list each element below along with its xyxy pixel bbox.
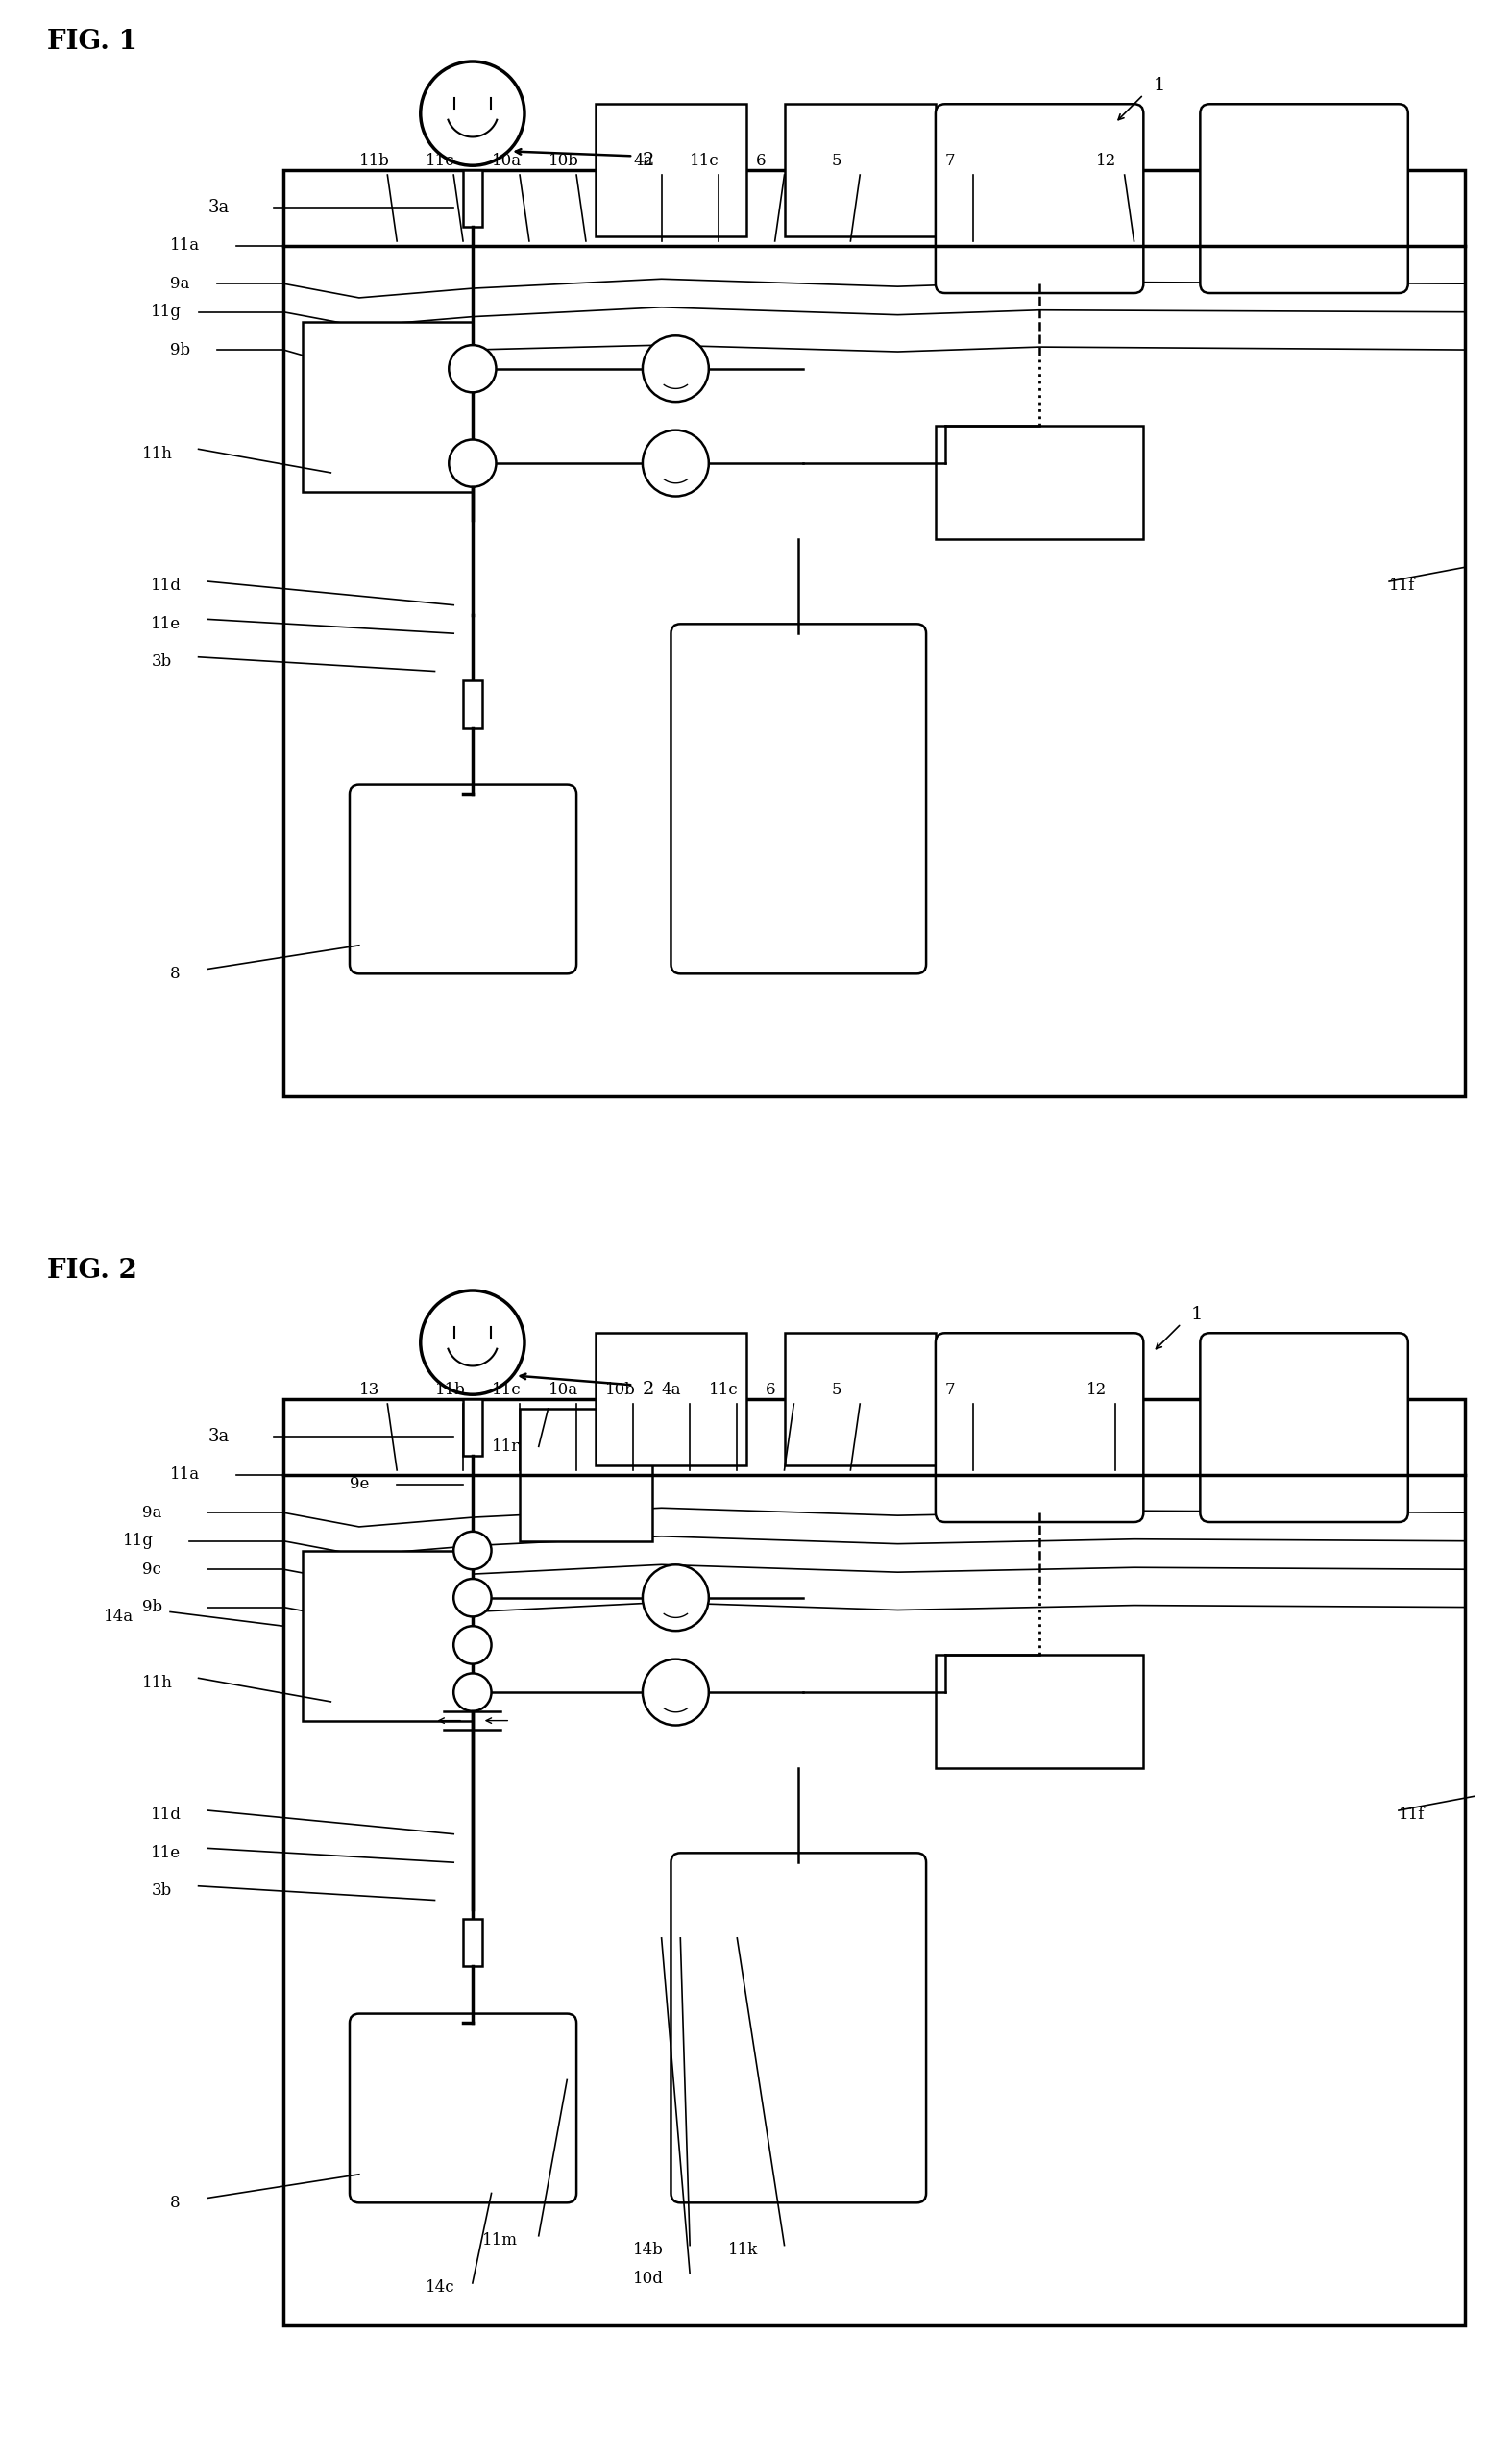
Text: 11g: 11g (122, 1534, 154, 1549)
Text: 9c: 9c (142, 1561, 160, 1578)
FancyBboxPatch shape (936, 103, 1143, 293)
FancyBboxPatch shape (671, 624, 925, 973)
Text: 5: 5 (832, 1381, 842, 1399)
Text: 11a: 11a (171, 1467, 200, 1482)
Text: 10b: 10b (549, 152, 579, 170)
Circle shape (643, 430, 709, 497)
Bar (463, 170, 482, 226)
Text: 14a: 14a (104, 1608, 135, 1625)
FancyBboxPatch shape (349, 784, 576, 973)
Text: 11c: 11c (689, 152, 720, 170)
Bar (785, 1332, 936, 1465)
Text: 11a: 11a (171, 238, 200, 253)
Text: FIG. 1: FIG. 1 (47, 29, 138, 54)
FancyBboxPatch shape (936, 1332, 1143, 1522)
Text: 3b: 3b (151, 1883, 172, 1900)
Circle shape (454, 1578, 491, 1617)
Text: 6: 6 (756, 152, 767, 170)
Bar (520, 1408, 652, 1541)
Text: 9a: 9a (171, 275, 189, 293)
Bar (936, 425, 1143, 538)
Text: 11e: 11e (151, 1846, 181, 1861)
Circle shape (643, 1659, 709, 1726)
Bar (302, 322, 472, 492)
Bar (596, 1332, 747, 1465)
Circle shape (454, 1674, 491, 1711)
FancyBboxPatch shape (1201, 1332, 1408, 1522)
Text: 2: 2 (643, 152, 655, 170)
Text: 11m: 11m (482, 2232, 517, 2249)
Text: 9a: 9a (142, 1504, 162, 1522)
Text: FIG. 2: FIG. 2 (47, 1258, 138, 1283)
Text: 11e: 11e (151, 617, 181, 632)
Text: 12: 12 (1087, 1381, 1107, 1399)
Text: 14b: 14b (634, 2242, 664, 2259)
FancyBboxPatch shape (349, 2013, 576, 2202)
Bar (284, 170, 1465, 1096)
Text: 9e: 9e (349, 1477, 369, 1492)
Text: 14c: 14c (425, 2279, 455, 2296)
Text: 6: 6 (765, 1381, 776, 1399)
Bar (284, 1399, 1465, 2325)
Text: 11f: 11f (1399, 1807, 1424, 1824)
Text: 11h: 11h (142, 445, 172, 462)
Bar (463, 681, 482, 728)
Text: 1: 1 (1191, 1305, 1202, 1322)
Bar (596, 103, 747, 236)
Text: 11c: 11c (425, 152, 455, 170)
Text: 11b: 11b (360, 152, 390, 170)
Text: 3a: 3a (209, 1428, 230, 1445)
Circle shape (449, 344, 496, 393)
Text: 11k: 11k (727, 2242, 758, 2259)
Text: 1: 1 (1152, 76, 1164, 93)
Bar (463, 1399, 482, 1455)
Text: 11h: 11h (142, 1674, 172, 1691)
Circle shape (454, 1531, 491, 1568)
Text: 11c: 11c (709, 1381, 738, 1399)
FancyBboxPatch shape (1201, 103, 1408, 293)
Text: 7: 7 (945, 152, 956, 170)
Text: 9b: 9b (142, 1600, 162, 1615)
Text: 8: 8 (171, 966, 180, 981)
Bar (463, 1920, 482, 1966)
Bar (785, 103, 936, 236)
Text: 11c: 11c (491, 1381, 520, 1399)
Circle shape (449, 440, 496, 487)
Text: 2: 2 (643, 1381, 655, 1399)
Text: 5: 5 (832, 152, 842, 170)
FancyBboxPatch shape (671, 1853, 925, 2202)
Text: 9b: 9b (171, 342, 191, 359)
Bar (302, 1551, 472, 1721)
Text: 3b: 3b (151, 654, 172, 671)
Text: 13: 13 (360, 1381, 380, 1399)
Text: 10a: 10a (549, 1381, 578, 1399)
Circle shape (454, 1627, 491, 1664)
Circle shape (643, 1566, 709, 1630)
Text: 10d: 10d (634, 2271, 664, 2286)
Text: 8: 8 (171, 2195, 180, 2210)
Text: 11d: 11d (151, 578, 181, 595)
Circle shape (643, 337, 709, 401)
Text: 12: 12 (1096, 152, 1117, 170)
Text: 4a: 4a (662, 1381, 682, 1399)
Text: 4a: 4a (634, 152, 653, 170)
Bar (936, 1654, 1143, 1767)
Text: 7: 7 (945, 1381, 956, 1399)
Text: 11b: 11b (435, 1381, 466, 1399)
Text: 10b: 10b (605, 1381, 635, 1399)
Text: 3a: 3a (209, 199, 230, 216)
Text: 11f: 11f (1390, 578, 1415, 595)
Text: 11r: 11r (491, 1438, 520, 1455)
Text: 11g: 11g (151, 305, 181, 320)
Text: 10a: 10a (491, 152, 522, 170)
Text: 11d: 11d (151, 1807, 181, 1824)
